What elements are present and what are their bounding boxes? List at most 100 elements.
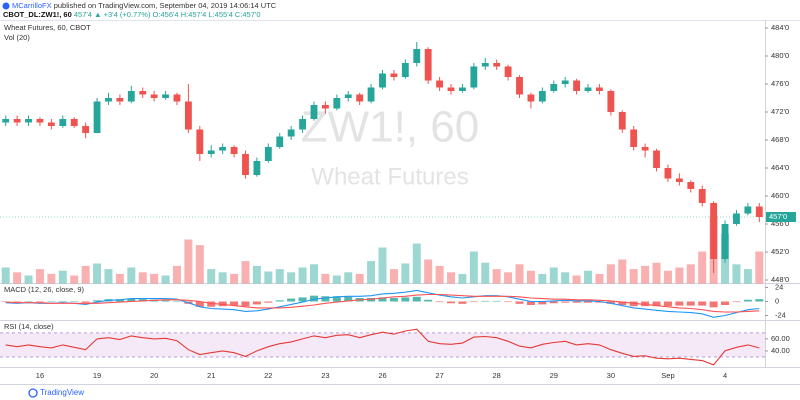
volume-bar xyxy=(298,267,307,284)
candle-body xyxy=(744,206,752,214)
rsi-title: RSI (14, close) xyxy=(4,322,54,331)
macd-histogram-bar xyxy=(526,301,535,305)
macd-histogram-bar xyxy=(401,297,410,302)
macd-histogram-bar xyxy=(344,296,353,302)
candle-body xyxy=(173,94,181,102)
candle-body xyxy=(413,49,421,63)
x-tick-label: 23 xyxy=(321,371,329,380)
plot-layer: 484'0 480'0 476'0 472'0 468'0 464'0 460'0 456'0… xyxy=(0,23,796,380)
volume-bar xyxy=(264,271,273,284)
y-tick-label: 472'0 xyxy=(771,107,789,116)
macd-histogram-bar xyxy=(549,301,558,304)
published-line: MCarrilloFX published on TradingView.com… xyxy=(12,1,277,10)
volume-bar xyxy=(367,261,376,284)
candle-body xyxy=(447,87,455,91)
published: published on TradingView.com, September … xyxy=(54,1,277,10)
brand[interactable]: TradingView xyxy=(40,388,84,397)
volume-bar xyxy=(161,275,170,284)
volume-bar xyxy=(755,251,764,284)
volume-bar xyxy=(287,272,296,284)
macd-histogram-bar xyxy=(721,301,730,305)
candle-body xyxy=(516,77,523,95)
candle-body xyxy=(196,129,204,154)
volume-bar xyxy=(252,265,261,284)
volume-bar xyxy=(675,267,684,284)
macd-histogram-bar xyxy=(127,298,136,302)
y-tick-label: 24 xyxy=(775,282,783,291)
candle-body xyxy=(390,73,398,77)
x-tick-label: 16 xyxy=(36,371,44,380)
candle-body xyxy=(687,182,695,189)
volume-bar xyxy=(504,272,513,284)
candle-body xyxy=(607,91,615,112)
volume-bar xyxy=(309,264,318,284)
macd-histogram-bar xyxy=(309,295,318,302)
candle-body xyxy=(2,119,10,123)
y-tick-label: -24 xyxy=(775,310,786,319)
macd-histogram-bar xyxy=(686,301,695,306)
candle-body xyxy=(36,119,44,123)
candle-body xyxy=(299,119,306,130)
open: O:456'4 xyxy=(153,10,179,19)
macd-histogram-bar xyxy=(24,301,33,302)
macd-histogram-bar xyxy=(504,301,513,303)
candle-body xyxy=(470,66,478,88)
volume-bar xyxy=(195,245,204,284)
macd-histogram-bar xyxy=(515,301,524,304)
volume-bar xyxy=(58,270,67,284)
macd-histogram-bar xyxy=(161,300,170,302)
volume-bar xyxy=(584,270,593,284)
x-tick-label: 28 xyxy=(493,371,501,380)
y-tick-label: 484'0 xyxy=(771,23,789,32)
macd-histogram-bar xyxy=(412,296,421,302)
macd-histogram-bar xyxy=(378,297,387,302)
volume-title: Vol (20) xyxy=(4,33,30,42)
macd-histogram-bar xyxy=(447,301,456,304)
macd-histogram-bar xyxy=(469,301,478,303)
candle-body xyxy=(675,178,683,182)
macd-histogram-bar xyxy=(755,299,764,302)
volume-bar xyxy=(332,275,341,284)
volume-bar xyxy=(321,273,330,284)
macd-histogram-bar xyxy=(264,301,273,303)
candle-body xyxy=(459,87,466,91)
volume-bar xyxy=(458,273,467,284)
candle-body xyxy=(710,203,718,259)
candle-body xyxy=(70,119,78,126)
candle-body xyxy=(698,189,706,203)
macd-histogram-bar xyxy=(606,301,615,304)
candle-body xyxy=(310,105,318,119)
candle-body xyxy=(333,98,341,109)
macd-histogram-bar xyxy=(298,297,307,302)
y-tick-label: 480'0 xyxy=(771,51,789,60)
candle-body xyxy=(287,129,295,137)
candle-body xyxy=(630,129,638,147)
macd-histogram-bar xyxy=(561,301,570,303)
macd-histogram-bar xyxy=(389,298,398,302)
x-tick-label: 21 xyxy=(207,371,215,380)
candle-body xyxy=(230,147,238,154)
macd-title: MACD (12, 26, close, 9) xyxy=(4,285,85,294)
low: L:455'4 xyxy=(208,10,232,19)
candle-body xyxy=(664,168,672,179)
volume-bar xyxy=(526,270,535,284)
candle-body xyxy=(561,80,569,84)
candle-body xyxy=(321,105,329,109)
macd-histogram-bar xyxy=(458,301,467,304)
macd-histogram-bar xyxy=(321,296,330,302)
volume-bar xyxy=(150,273,159,284)
macd-histogram-bar xyxy=(58,300,67,302)
macd-histogram-bar xyxy=(138,299,147,302)
y-tick-label: 452'0 xyxy=(771,247,789,256)
macd-histogram-bar xyxy=(675,301,684,306)
macd-histogram-bar xyxy=(618,301,627,305)
candle-body xyxy=(25,119,32,123)
candle-body xyxy=(162,94,169,98)
volume-bar xyxy=(275,269,284,284)
candle-body xyxy=(276,136,284,147)
macd-histogram-bar xyxy=(663,301,672,307)
y-tick-label: 40.00 xyxy=(771,346,790,355)
volume-bar xyxy=(663,270,672,284)
macd-histogram-bar xyxy=(743,299,752,302)
